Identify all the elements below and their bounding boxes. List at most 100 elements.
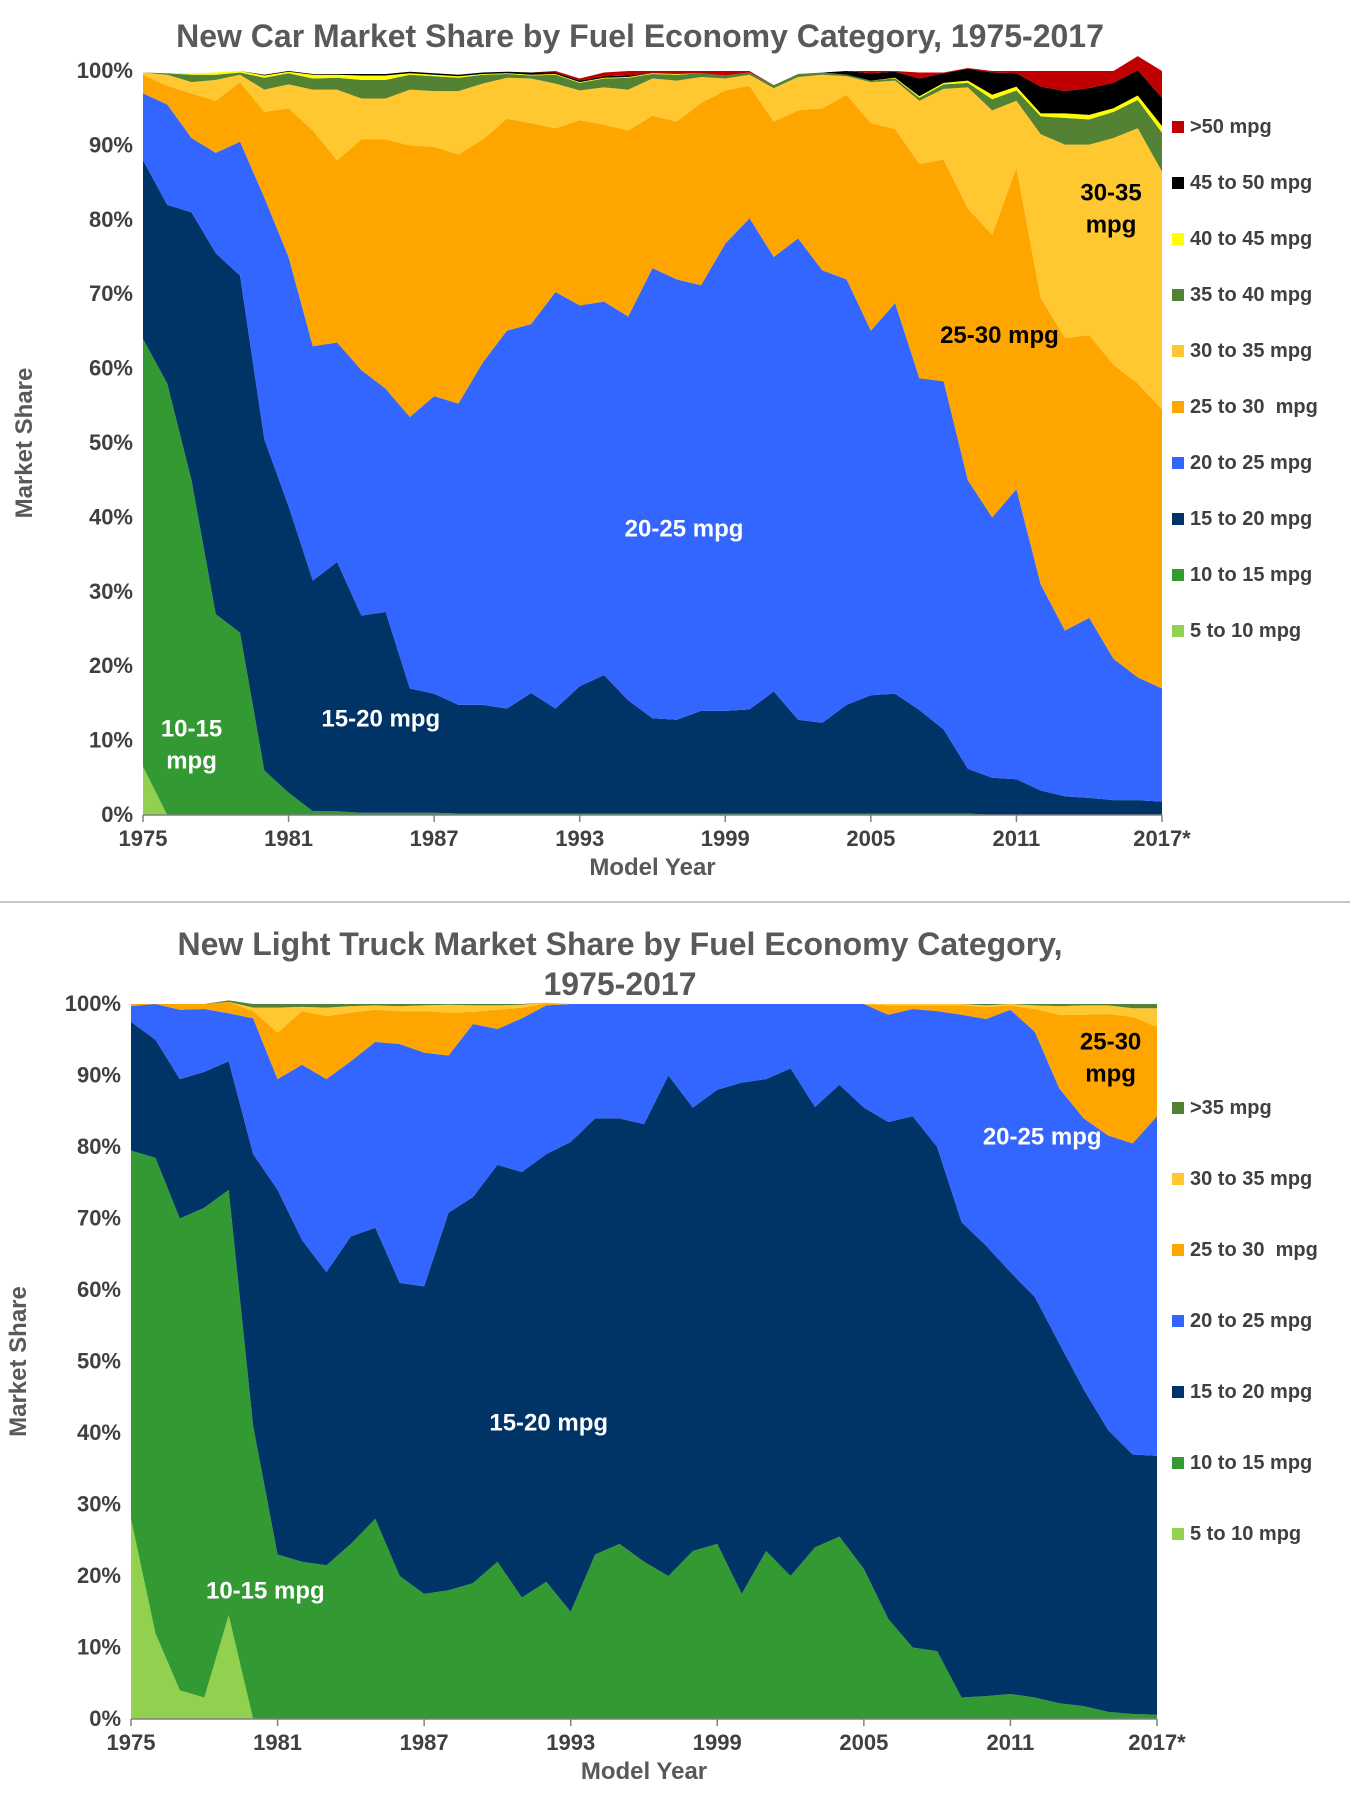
car-y-tick-label: 50% [89,430,133,455]
car-legend-label-15to20: 15 to 20 mpg [1190,508,1312,530]
car-y-tick-label: 0% [101,802,133,827]
car-legend-label-40to45: 40 to 45 mpg [1190,228,1312,250]
truck-x-tick-label: 1987 [400,1730,449,1755]
truck-y-tick-label: 20% [77,1563,121,1588]
car-legend-label-35to40: 35 to 40 mpg [1190,284,1312,306]
car-legend-swatch-40to45 [1172,233,1184,245]
car-area-20to25 [143,93,1162,802]
car-legend-swatch-30to35 [1172,345,1184,357]
car-chart-panel: New Car Market Share by Fuel Economy Cat… [0,0,1350,902]
car-area-10to15 [143,338,1162,815]
truck-x-axis-title: Model Year [581,1758,707,1785]
truck-legend-label-5to10: 5 to 10 mpg [1190,1523,1301,1545]
truck-y-tick-label: 30% [77,1492,121,1517]
car-area-15to20 [143,160,1162,815]
car-x-tick-label: 1981 [264,826,313,851]
car-legend-swatch-gt50 [1172,121,1184,133]
car-x-tick-label: 2005 [846,826,895,851]
truck-x-tick-label: 1999 [693,1730,742,1755]
car-area-label: 10-15 mpg [161,715,222,774]
truck-area-chart: 0% 10% 20% 30% 40% 50% 60% 70% 80% 90% 100% 1975 198… [5,991,1318,1785]
car-legend-label-gt50: >50 mpg [1190,116,1272,138]
car-y-tick-label: 90% [89,132,133,157]
car-legend-swatch-25to30 [1172,401,1184,413]
car-y-tick-label: 70% [89,281,133,306]
panel-divider [0,901,1350,903]
truck-area-label: 15-20 mpg [489,1409,608,1436]
truck-legend-swatch-20to25 [1172,1315,1184,1327]
truck-x-tick-label: 2005 [839,1730,888,1755]
car-y-tick-label: 30% [89,579,133,604]
truck-area-label: 20-25 mpg [983,1123,1102,1150]
car-legend-swatch-10to15 [1172,569,1184,581]
car-legend-label-45to50: 45 to 50 mpg [1190,172,1312,194]
truck-chart-title-line1: New Light Truck Market Share by Fuel Eco… [177,926,1063,962]
truck-legend-label-25to30: 25 to 30 mpg [1190,1239,1318,1261]
car-area-label: 20-25 mpg [625,516,744,543]
car-x-tick-label: 1975 [119,826,168,851]
car-legend-swatch-45to50 [1172,177,1184,189]
car-legend-label-10to15: 10 to 15 mpg [1190,564,1312,586]
car-x-tick-label: 2011 [993,826,1041,851]
truck-legend-label-gt35: >35 mpg [1190,1097,1272,1119]
truck-legend-swatch-15to20 [1172,1386,1184,1398]
truck-x-tick-label: 2017* [1128,1730,1186,1755]
truck-area-10to15 [131,1150,1157,1719]
truck-x-tick-label: 2011 [987,1730,1035,1755]
truck-area-15to20 [131,1021,1157,1715]
truck-chart-title: New Light Truck Market Share by Fuel Eco… [120,924,1120,1004]
truck-area-20to25 [131,1004,1157,1456]
car-legend-label-5to10: 5 to 10 mpg [1190,620,1301,642]
car-legend-label-20to25: 20 to 25 mpg [1190,452,1312,474]
truck-area-gt35 [131,1000,1157,1009]
car-area-25to30 [143,74,1162,689]
car-y-tick-label: 80% [89,207,133,232]
car-area-label: 30-35 mpg [1080,180,1141,239]
truck-legend-swatch-10to15 [1172,1457,1184,1469]
truck-x-tick-label: 1993 [546,1730,595,1755]
truck-area-5to10 [131,1518,1157,1719]
truck-y-tick-label: 100% [65,991,121,1016]
truck-legend-label-10to15: 10 to 15 mpg [1190,1452,1312,1474]
truck-legend-swatch-25to30 [1172,1244,1184,1256]
car-x-tick-label: 1993 [555,826,604,851]
car-area-label: 15-20 mpg [321,705,440,732]
truck-area-25to30 [131,1001,1157,1144]
car-y-tick-label: 60% [89,356,133,381]
truck-chart-panel: New Light Truck Market Share by Fuel Eco… [0,904,1350,1812]
car-legend-swatch-35to40 [1172,289,1184,301]
car-legend-swatch-15to20 [1172,513,1184,525]
truck-legend-swatch-30to35 [1172,1173,1184,1185]
truck-area-label: 25-30 mpg [1080,1029,1141,1088]
car-y-tick-label: 10% [89,728,133,753]
car-area-45to50 [143,68,1162,127]
truck-y-tick-label: 10% [77,1635,121,1660]
car-y-tick-label: 40% [89,504,133,529]
truck-area-label: 10-15 mpg [206,1577,325,1604]
truck-y-axis-title: Market Share [5,1286,32,1437]
car-legend-label-25to30: 25 to 30 mpg [1190,396,1318,418]
car-y-tick-label: 100% [77,58,133,83]
car-area-chart: 0% 10% 20% 30% 40% 50% 60% 70% 80% 90% 100% 1975 198… [11,56,1318,881]
car-x-tick-label: 1987 [410,826,459,851]
truck-x-tick-label: 1981 [253,1730,302,1755]
truck-chart-title-line2: 1975-2017 [543,966,697,1002]
car-legend-label-30to35: 30 to 35 mpg [1190,340,1312,362]
truck-legend-swatch-gt35 [1172,1102,1184,1114]
truck-y-tick-label: 70% [77,1206,121,1231]
car-legend-swatch-20to25 [1172,457,1184,469]
truck-y-tick-label: 80% [77,1134,121,1159]
car-legend-swatch-5to10 [1172,625,1184,637]
truck-y-tick-label: 90% [77,1063,121,1088]
truck-y-tick-label: 0% [89,1706,121,1731]
truck-x-tick-label: 1975 [107,1730,156,1755]
truck-legend-label-15to20: 15 to 20 mpg [1190,1381,1312,1403]
car-chart-title: New Car Market Share by Fuel Economy Cat… [176,18,1104,54]
truck-legend-swatch-5to10 [1172,1528,1184,1540]
car-y-tick-label: 20% [89,653,133,678]
car-y-axis-title: Market Share [11,368,38,519]
car-x-tick-label: 2017* [1133,826,1191,851]
truck-area-30to35 [131,1001,1157,1033]
truck-y-tick-label: 50% [77,1349,121,1374]
truck-legend-label-30to35: 30 to 35 mpg [1190,1168,1312,1190]
